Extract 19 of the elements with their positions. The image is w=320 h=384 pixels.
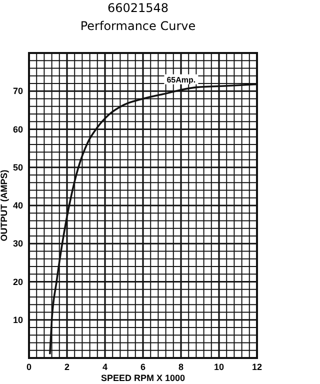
chart-title: 66021548: [107, 1, 169, 15]
y-axis-title: OUTPUT (AMPS): [0, 170, 9, 242]
y-tick-label: 60: [12, 124, 23, 134]
x-axis-title: SPEED RPM X 1000: [100, 373, 186, 383]
y-tick-label: 70: [12, 86, 23, 96]
x-tick-label: 2: [64, 362, 70, 372]
y-tick-label: 20: [12, 276, 23, 287]
y-tick-label: 50: [12, 162, 23, 172]
annotation: 65Amp.: [166, 75, 196, 84]
x-tick-label: 6: [140, 362, 146, 372]
y-tick-label: 10: [12, 314, 23, 325]
x-tick-label: 4: [102, 362, 108, 372]
x-tick-label: 8: [178, 362, 184, 372]
x-tick-label: 12: [252, 362, 262, 372]
x-tick-label: 10: [214, 362, 224, 372]
y-tick-label: 40: [12, 200, 23, 210]
chart-subtitle: Performance Curve: [80, 19, 196, 33]
x-tick-label: 0: [26, 362, 32, 372]
y-tick-label: 30: [12, 238, 23, 249]
